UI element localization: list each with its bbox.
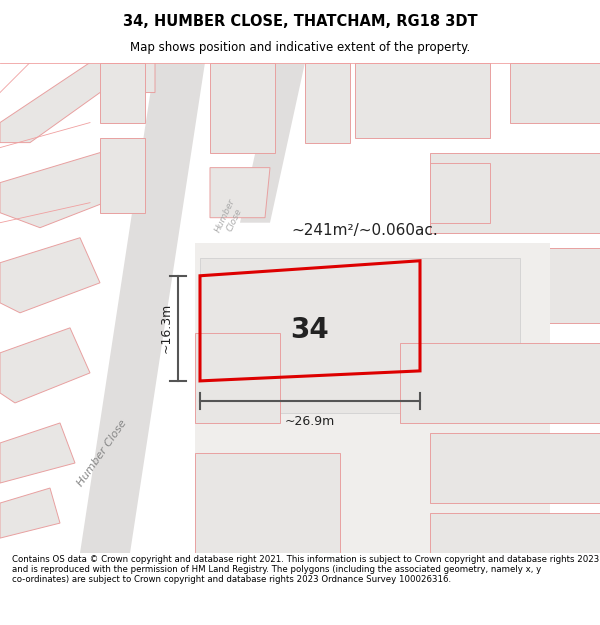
Text: Humber
Close: Humber Close bbox=[214, 197, 247, 238]
Polygon shape bbox=[195, 333, 280, 423]
Polygon shape bbox=[0, 238, 100, 313]
Polygon shape bbox=[510, 62, 600, 122]
Text: Map shows position and indicative extent of the property.: Map shows position and indicative extent… bbox=[130, 41, 470, 54]
Polygon shape bbox=[0, 488, 60, 538]
Polygon shape bbox=[200, 258, 520, 413]
Polygon shape bbox=[240, 62, 305, 222]
Polygon shape bbox=[210, 62, 275, 152]
Polygon shape bbox=[430, 513, 600, 553]
Polygon shape bbox=[430, 433, 600, 503]
Polygon shape bbox=[80, 62, 205, 553]
Polygon shape bbox=[0, 62, 155, 142]
Text: 34, HUMBER CLOSE, THATCHAM, RG18 3DT: 34, HUMBER CLOSE, THATCHAM, RG18 3DT bbox=[122, 14, 478, 29]
Polygon shape bbox=[0, 423, 75, 483]
Polygon shape bbox=[0, 152, 130, 228]
Text: Humber Close: Humber Close bbox=[76, 418, 128, 488]
Text: ~241m²/~0.060ac.: ~241m²/~0.060ac. bbox=[292, 222, 439, 238]
Polygon shape bbox=[210, 168, 270, 217]
Polygon shape bbox=[355, 62, 490, 138]
Polygon shape bbox=[0, 328, 90, 403]
Polygon shape bbox=[305, 62, 350, 142]
Polygon shape bbox=[100, 62, 145, 122]
Polygon shape bbox=[100, 138, 145, 212]
Text: ~16.3m: ~16.3m bbox=[160, 303, 173, 354]
Polygon shape bbox=[400, 343, 600, 423]
Polygon shape bbox=[430, 152, 600, 232]
Text: 34: 34 bbox=[290, 316, 329, 344]
Polygon shape bbox=[195, 242, 550, 553]
Text: Contains OS data © Crown copyright and database right 2021. This information is : Contains OS data © Crown copyright and d… bbox=[12, 554, 599, 584]
Polygon shape bbox=[380, 248, 600, 323]
Polygon shape bbox=[195, 453, 340, 553]
Text: ~26.9m: ~26.9m bbox=[285, 415, 335, 428]
